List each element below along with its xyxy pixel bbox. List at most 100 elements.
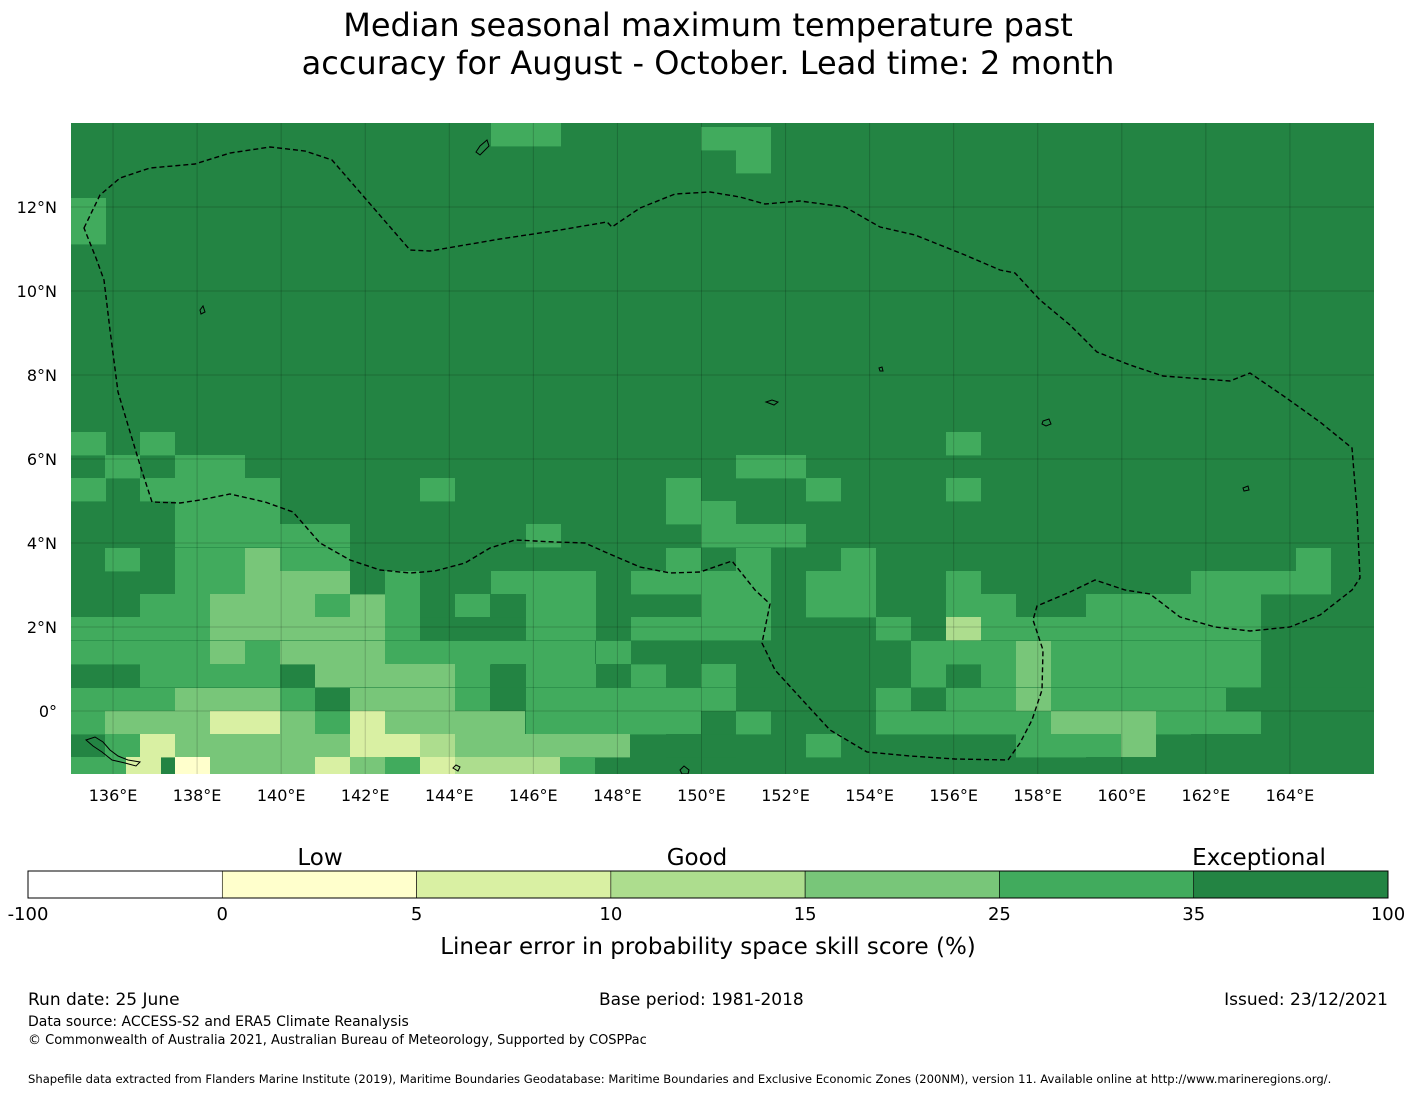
- skill-cell: [526, 524, 561, 548]
- skill-cell: [280, 711, 315, 735]
- skill-cell: [911, 641, 981, 665]
- skill-cell: [526, 664, 596, 688]
- skill-cell: [701, 711, 736, 735]
- skill-cell: [1016, 734, 1121, 758]
- skill-cell: [350, 757, 385, 774]
- eez-boundary-line: [83, 146, 1361, 761]
- skill-cell: [315, 594, 350, 618]
- lat-tick-label: 0°: [39, 702, 57, 721]
- skill-cell: [385, 757, 420, 774]
- skill-cell: [350, 734, 420, 758]
- skill-cell: [596, 641, 631, 665]
- skill-cell: [455, 664, 490, 688]
- skill-cell: [140, 432, 175, 456]
- title-line-1: Median seasonal maximum temperature past: [343, 6, 1073, 44]
- skill-cell: [631, 617, 771, 641]
- skill-cell: [1191, 734, 1366, 758]
- skill-cell: [806, 594, 876, 618]
- colorbar-bin: [416, 870, 612, 899]
- skill-cell: [350, 711, 385, 735]
- skill-cell: [105, 734, 140, 758]
- colorbar-bin: [804, 870, 1000, 899]
- skill-cell: [1261, 664, 1366, 688]
- lon-tick-label: 164°E: [1266, 786, 1315, 805]
- skill-cell: [420, 757, 455, 774]
- lat-tick-label: 2°N: [27, 618, 57, 637]
- lon-tick-label: 142°E: [341, 786, 390, 805]
- lat-tick-label: 10°N: [17, 282, 57, 301]
- colorbar-tick-label: 10: [599, 904, 622, 925]
- skill-cell: [420, 478, 455, 502]
- skill-cell: [280, 641, 385, 665]
- skill-cell: [350, 688, 455, 712]
- skill-cell: [350, 594, 385, 618]
- skill-cell: [1051, 641, 1261, 665]
- skill-cell: [105, 455, 140, 479]
- colorbar-tick-label: 15: [794, 904, 817, 925]
- colorbar-bin: [610, 870, 806, 899]
- skill-cell: [175, 734, 350, 758]
- colorbar-tick-labels: -100 0 5 10 15 25 35 100: [8, 904, 1406, 925]
- colorbar-title: Linear error in probability space skill …: [440, 934, 976, 960]
- skill-cell: [631, 571, 771, 595]
- island-kosrae: [1242, 485, 1250, 492]
- skill-cell: [666, 478, 701, 502]
- skill-cells: [71, 123, 1366, 774]
- colorbar-bin: [999, 870, 1195, 899]
- colorbar-bin: [1193, 870, 1389, 899]
- skill-cell: [491, 594, 526, 618]
- skill-cell: [736, 548, 771, 572]
- skill-cell: [701, 524, 806, 548]
- skill-cell: [526, 711, 701, 735]
- skill-cell: [736, 688, 771, 712]
- base-period: Base period: 1981-2018: [599, 990, 804, 1010]
- island-manus: [679, 765, 690, 774]
- skill-cell: [175, 455, 245, 479]
- skill-cell: [175, 688, 280, 712]
- island-chuuk: [764, 399, 780, 406]
- skill-cell: [175, 524, 350, 548]
- lat-tick-label: 6°N: [27, 450, 57, 469]
- island-small-1: [878, 366, 884, 372]
- skill-cell: [876, 617, 911, 641]
- colorbar-bins: [27, 870, 1389, 899]
- skill-cell: [876, 711, 1051, 735]
- skill-cell: [140, 664, 280, 688]
- colorbar: Low Good Exceptional -100 0 5 10 15 25 35 100 L…: [8, 845, 1406, 960]
- skill-cell: [981, 641, 1016, 665]
- lat-tick-label: 12°N: [17, 198, 57, 217]
- skill-cell: [1261, 711, 1366, 735]
- island-pohnpei: [1041, 418, 1052, 427]
- skill-cell: [666, 501, 701, 525]
- skill-cell: [175, 757, 210, 774]
- skill-cell: [981, 688, 1016, 712]
- skill-cell: [946, 594, 1016, 618]
- island-yap: [199, 304, 206, 315]
- skill-cell: [315, 711, 350, 735]
- skill-cell: [385, 571, 420, 595]
- lon-tick-label: 158°E: [1013, 786, 1062, 805]
- skill-cell: [210, 757, 315, 774]
- skill-cell: [455, 688, 490, 712]
- skill-cell: [455, 734, 630, 758]
- lon-tick-label: 156°E: [929, 786, 978, 805]
- issued-date: Issued: 23/12/2021: [1224, 990, 1388, 1010]
- skill-cell: [1016, 641, 1051, 665]
- colorbar-tick-label: -100: [8, 904, 49, 925]
- colorbar-bin: [27, 870, 223, 899]
- skill-cell: [806, 571, 876, 595]
- skill-cell: [1296, 571, 1331, 595]
- skill-cell: [280, 548, 350, 572]
- skill-cell: [245, 548, 280, 572]
- lon-tick-label: 148°E: [593, 786, 642, 805]
- skill-cell: [280, 688, 315, 712]
- skill-cell: [1051, 664, 1261, 688]
- skill-cell: [210, 617, 385, 641]
- lon-tick-label: 146°E: [509, 786, 558, 805]
- skill-cell: [71, 641, 246, 665]
- skill-cell: [736, 150, 771, 174]
- skill-cell: [1086, 757, 1366, 774]
- skill-cell: [420, 594, 455, 618]
- skill-cell: [701, 127, 771, 151]
- colorbar-tick-label: 25: [988, 904, 1011, 925]
